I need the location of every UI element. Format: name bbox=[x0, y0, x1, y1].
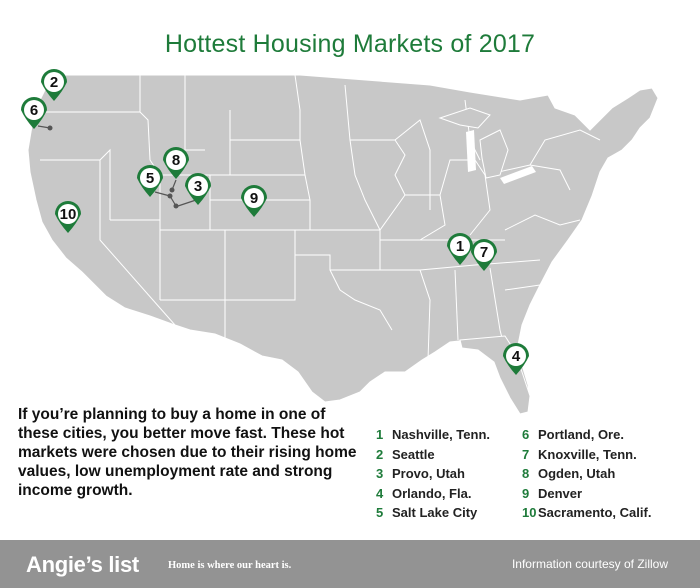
legend-item: 6 Portland, Ore. bbox=[522, 427, 692, 447]
legend-rank: 5 bbox=[376, 505, 384, 521]
legend-rank: 3 bbox=[376, 466, 384, 482]
brand-logo: Angie’s list bbox=[26, 552, 139, 577]
map-title: Hottest Housing Markets of 2017 bbox=[164, 30, 536, 58]
legend-item: 1 Nashville, Tenn. bbox=[376, 427, 522, 447]
data-credit: Information courtesy of Zillow bbox=[511, 557, 668, 571]
markets-legend: 1 Nashville, Tenn. 2 Seattle 3 Provo, Utah 4 Or… bbox=[376, 427, 696, 525]
intro-text: If you’re planning to buy a home in one … bbox=[18, 406, 357, 499]
legend-rank: 1 bbox=[376, 427, 384, 442]
map-pin-face bbox=[24, 100, 44, 120]
legend-item: 7 Knoxville, Tenn. bbox=[522, 447, 692, 467]
map-pin-4: 4 bbox=[503, 343, 529, 375]
map-pin-face bbox=[140, 168, 160, 188]
legend-item: 10 Sacramento, Calif. bbox=[522, 505, 692, 525]
legend-rank: 6 bbox=[522, 427, 530, 442]
map-pin-label: 7 bbox=[480, 244, 488, 261]
lake-michigan bbox=[466, 130, 476, 172]
map-pin-label: 3 bbox=[194, 178, 202, 195]
map-pin-3: 3 bbox=[185, 173, 211, 205]
legend-city: Nashville, Tenn. bbox=[392, 427, 491, 442]
map-pin-9: 9 bbox=[241, 185, 267, 217]
legend-rank: 2 bbox=[376, 446, 384, 462]
brand-tagline: Home is where our heart is. bbox=[168, 560, 292, 571]
legend-city: Sacramento, Calif. bbox=[538, 505, 652, 521]
map-pin-2: 2 bbox=[41, 69, 67, 101]
legend-item: 2 Seattle bbox=[376, 447, 522, 467]
legend-rank: 4 bbox=[376, 485, 384, 501]
legend-item: 9 Denver bbox=[522, 486, 692, 506]
map-pin-face bbox=[244, 188, 264, 208]
map-pin-1: 1 bbox=[447, 233, 473, 265]
legend-rank: 8 bbox=[522, 466, 530, 482]
legend-rank: 9 bbox=[522, 485, 530, 501]
map-pins: 1 2 3 4 5 6 7 8 9 10 bbox=[21, 69, 529, 375]
footer-bar: Angie’s list Home is where our heart is.… bbox=[0, 540, 700, 588]
us-mainland bbox=[27, 74, 659, 413]
legend-item: 8 Ogden, Utah bbox=[522, 466, 692, 486]
map-pin-label: 9 bbox=[250, 190, 258, 207]
map-pin-label: 4 bbox=[512, 348, 521, 365]
map-pin-label: 5 bbox=[146, 170, 154, 187]
map-pin-label: 1 bbox=[456, 238, 464, 255]
map-pin-10: 10 bbox=[55, 201, 81, 233]
legend-city: Orlando, Fla. bbox=[392, 485, 472, 501]
map-pin-face bbox=[474, 242, 494, 262]
legend-item: 4 Orlando, Fla. bbox=[376, 486, 522, 506]
legend-item: 3 Provo, Utah bbox=[376, 466, 522, 486]
legend-rank: 7 bbox=[522, 446, 530, 462]
lake-erie bbox=[500, 166, 536, 184]
legend-city: Seattle bbox=[392, 446, 435, 462]
map-pin-label: 8 bbox=[172, 152, 180, 169]
map-pin-face bbox=[506, 346, 526, 366]
great-lakes-region bbox=[438, 107, 509, 179]
map-pin-7: 7 bbox=[471, 239, 497, 271]
legend-rank: 10 bbox=[522, 505, 537, 521]
legend-city: Salt Lake City bbox=[392, 505, 478, 521]
legend-city: Knoxville, Tenn. bbox=[538, 446, 637, 462]
map-pin-5: 5 bbox=[137, 165, 163, 197]
legend-item: 5 Salt Lake City bbox=[376, 505, 522, 525]
map-pin-label: 6 bbox=[30, 102, 38, 119]
map-pin-label: 10 bbox=[60, 206, 77, 223]
map-pin-face bbox=[44, 72, 64, 92]
legend-city: Portland, Ore. bbox=[538, 427, 624, 442]
map-pin-8: 8 bbox=[163, 147, 189, 179]
legend-city: Provo, Utah bbox=[392, 466, 465, 482]
map-pin-face bbox=[188, 176, 208, 196]
city-dots bbox=[47, 125, 179, 209]
map-pin-label: 2 bbox=[50, 74, 58, 91]
legend-city: Denver bbox=[538, 485, 583, 501]
map-pin-6: 6 bbox=[21, 97, 47, 129]
legend-city: Ogden, Utah bbox=[538, 466, 616, 482]
map-pin-face bbox=[166, 150, 186, 170]
map-pin-face bbox=[58, 204, 78, 224]
map-pin-face bbox=[450, 236, 470, 256]
